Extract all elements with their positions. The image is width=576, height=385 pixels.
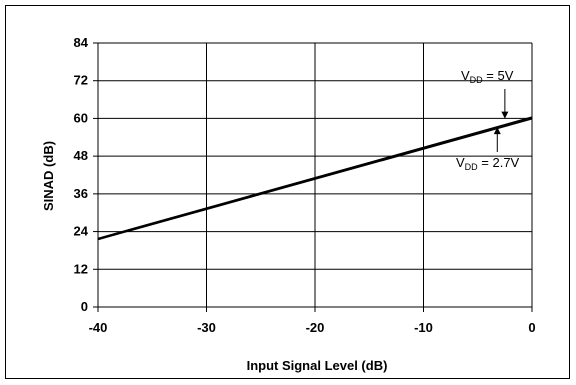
y-tick-label: 48 <box>74 148 88 163</box>
annotation-vdd-2-7v: VDD = 2.7V <box>456 155 520 172</box>
x-tick-label: -10 <box>414 320 433 335</box>
y-tick-label: 12 <box>74 261 88 276</box>
x-tick-label: -40 <box>89 320 108 335</box>
annotation-vdd-5v: VDD = 5V <box>461 68 514 85</box>
x-axis-title: Input Signal Level (dB) <box>247 358 388 373</box>
arrow-vdd-2-7v <box>493 127 501 152</box>
chart-frame <box>5 5 570 379</box>
y-tick-label: 72 <box>74 73 88 88</box>
y-tick-label: 84 <box>74 35 89 50</box>
arrow-vdd-5v <box>501 89 509 119</box>
y-axis-title: SINAD (dB) <box>41 141 56 211</box>
y-tick-label: 24 <box>74 224 89 239</box>
series-line-vdd-2-7v <box>97 117 533 241</box>
y-tick-label: 36 <box>74 186 88 201</box>
y-tick-label: 0 <box>81 299 88 314</box>
grid <box>93 42 533 312</box>
series-group <box>97 116 533 241</box>
annotations: VDD = 5V VDD = 2.7V <box>456 68 520 172</box>
tick-labels: 0 12 24 36 48 60 72 84 -40 -30 -20 -10 0 <box>74 35 536 335</box>
x-tick-label: 0 <box>528 320 535 335</box>
x-tick-label: -30 <box>197 320 216 335</box>
series-line-vdd-5v <box>97 116 533 240</box>
x-tick-label: -20 <box>306 320 325 335</box>
y-tick-label: 60 <box>74 110 88 125</box>
